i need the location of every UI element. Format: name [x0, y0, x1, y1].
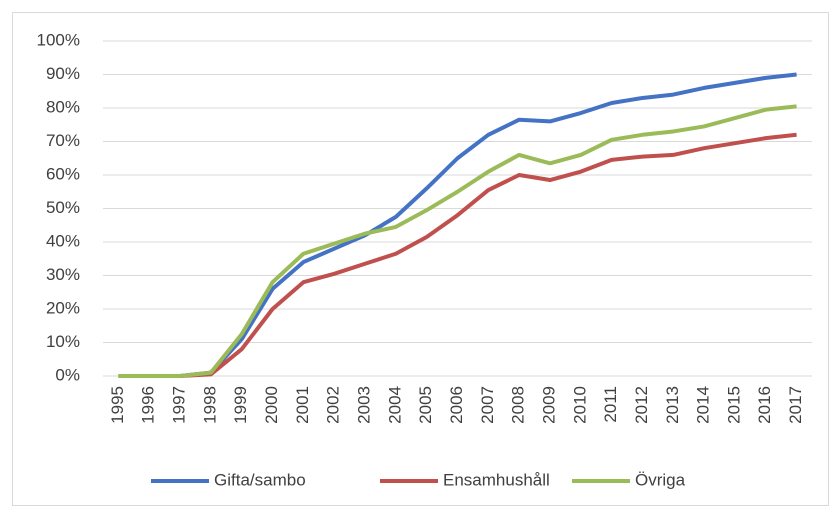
y-tick-label: 30%	[46, 265, 80, 284]
x-tick-label: 2000	[262, 386, 281, 424]
x-tick-label: 2002	[324, 386, 343, 424]
y-tick-label: 0%	[55, 365, 80, 384]
y-tick-label: 70%	[46, 131, 80, 150]
x-tick-label: 2014	[694, 386, 713, 424]
y-tick-label: 10%	[46, 332, 80, 351]
x-tick-label: 1999	[231, 386, 250, 424]
y-tick-label: 60%	[46, 164, 80, 183]
x-tick-label: 2016	[755, 386, 774, 424]
x-tick-label: 2015	[724, 386, 743, 424]
x-tick-label: 2001	[293, 386, 312, 424]
y-tick-label: 80%	[46, 97, 80, 116]
x-tick-label: 1995	[108, 386, 127, 424]
x-tick-label: 1997	[170, 386, 189, 424]
x-tick-label: 2007	[478, 386, 497, 424]
x-tick-label: 2004	[385, 386, 404, 424]
y-tick-label: 20%	[46, 298, 80, 317]
x-tick-label: 2009	[539, 386, 558, 424]
chart-border	[12, 12, 829, 506]
legend-label: Övriga	[635, 470, 686, 489]
series-line	[118, 72, 797, 378]
x-tick-label: 2013	[663, 386, 682, 424]
x-tick-label: 1996	[139, 386, 158, 424]
y-tick-label: 100%	[37, 30, 80, 49]
x-tick-label: 2003	[355, 386, 374, 424]
x-tick-label: 2008	[509, 386, 528, 424]
x-tick-label: 2012	[632, 386, 651, 424]
y-tick-label: 90%	[46, 64, 80, 83]
x-tick-label: 2017	[786, 386, 805, 424]
x-tick-label: 1998	[200, 386, 219, 424]
x-tick-label: 2011	[601, 386, 620, 423]
series-line	[118, 104, 797, 378]
x-tick-label: 2006	[447, 386, 466, 424]
x-tick-label: 2005	[416, 386, 435, 424]
y-tick-label: 40%	[46, 231, 80, 250]
y-tick-label: 50%	[46, 198, 80, 217]
legend-label: Gifta/sambo	[214, 470, 306, 489]
series-line	[118, 132, 797, 378]
legend-label: Ensamhushåll	[443, 470, 550, 489]
x-tick-label: 2010	[570, 386, 589, 424]
